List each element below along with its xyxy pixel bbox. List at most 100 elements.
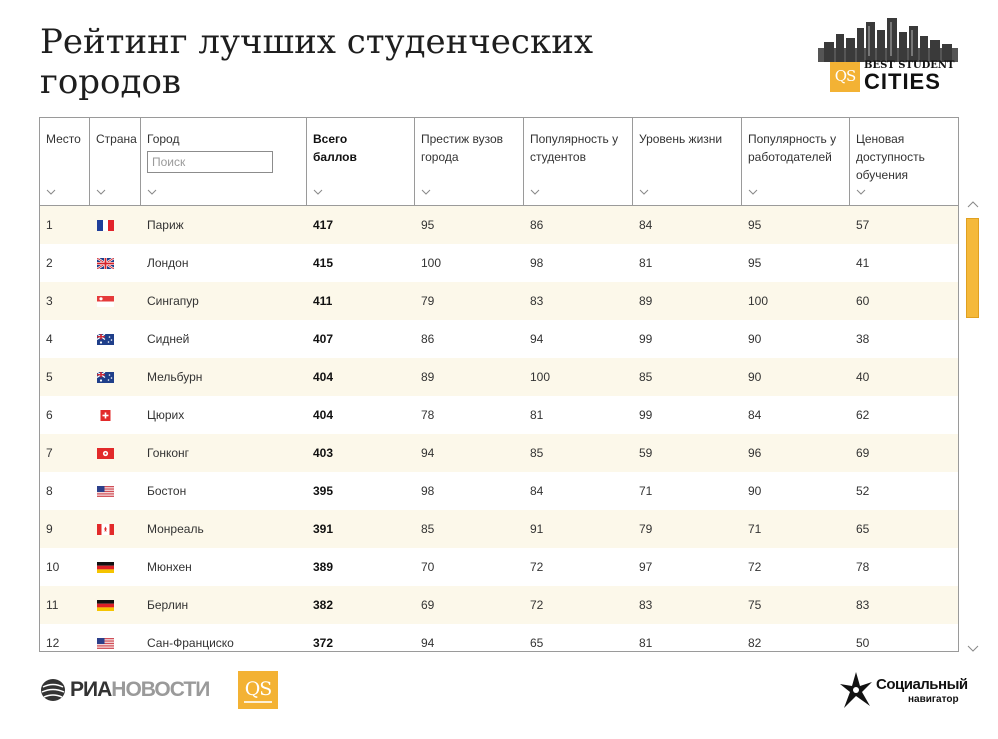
cell-prestige: 100 xyxy=(421,256,442,270)
qs-footer-logo: QS xyxy=(238,671,278,709)
page-title: Рейтинг лучших студенческих городов xyxy=(40,22,594,102)
cell-city: Сан-Франциско xyxy=(147,636,234,650)
flag-germany-icon xyxy=(97,600,114,611)
cell-living: 71 xyxy=(639,484,653,498)
cell-city: Гонконг xyxy=(147,446,190,460)
table-row[interactable]: 9 Монреаль 391 85 91 79 71 65 xyxy=(40,510,958,548)
column-header-employers[interactable]: Популярность у работодателей xyxy=(742,118,850,205)
chevron-down-icon[interactable] xyxy=(147,187,157,197)
cell-popularity: 98 xyxy=(530,256,544,270)
cell-popularity: 81 xyxy=(530,408,544,422)
cell-employers: 95 xyxy=(748,256,762,270)
cell-total: 417 xyxy=(313,218,334,232)
chevron-down-icon[interactable] xyxy=(639,187,649,197)
cell-living: 83 xyxy=(639,598,653,612)
cities-label: CITIES xyxy=(864,69,941,94)
table-row[interactable]: 3 Сингапур 411 79 83 89 100 60 xyxy=(40,282,958,320)
social-navigator-icon xyxy=(840,672,872,708)
table-row[interactable]: 4 Сидней 407 86 94 99 90 38 xyxy=(40,320,958,358)
chevron-down-icon[interactable] xyxy=(96,187,106,197)
cell-total: 407 xyxy=(313,332,334,346)
cell-popularity: 85 xyxy=(530,446,544,460)
cell-place: 4 xyxy=(46,332,53,346)
ria-globe-icon xyxy=(41,679,65,701)
cell-city: Лондон xyxy=(147,256,189,270)
ria-novosti-wordmark: РИАНОВОСТИ xyxy=(70,678,210,701)
cell-employers: 82 xyxy=(748,636,762,650)
cell-total: 372 xyxy=(313,636,334,650)
cell-city: Берлин xyxy=(147,598,189,612)
column-header-total[interactable]: Всего баллов xyxy=(307,118,415,205)
table-row[interactable]: 8 Бостон 395 98 84 71 90 52 xyxy=(40,472,958,510)
chevron-down-icon[interactable] xyxy=(421,187,431,197)
flag-singapore-icon xyxy=(97,296,114,307)
cell-prestige: 86 xyxy=(421,332,435,346)
cell-affordability: 57 xyxy=(856,218,870,232)
cell-popularity: 100 xyxy=(530,370,551,384)
cell-total: 403 xyxy=(313,446,334,460)
cell-living: 79 xyxy=(639,522,653,536)
cell-living: 89 xyxy=(639,294,653,308)
cell-place: 12 xyxy=(46,636,60,650)
chevron-down-icon[interactable] xyxy=(856,187,866,197)
column-header-place[interactable]: Место xyxy=(40,118,90,205)
cell-popularity: 65 xyxy=(530,636,544,650)
cell-popularity: 84 xyxy=(530,484,544,498)
flag-australia-icon xyxy=(97,372,114,383)
table-row[interactable]: 7 Гонконг 403 94 85 59 96 69 xyxy=(40,434,958,472)
cell-place: 3 xyxy=(46,294,53,308)
column-header-affordability[interactable]: Ценовая доступность обучения xyxy=(850,118,958,205)
column-header-city[interactable]: Город xyxy=(141,118,307,205)
column-header-prestige[interactable]: Престиж вузов города xyxy=(415,118,524,205)
cell-total: 395 xyxy=(313,484,334,498)
cell-affordability: 52 xyxy=(856,484,870,498)
cell-prestige: 89 xyxy=(421,370,435,384)
column-header-living[interactable]: Уровень жизни xyxy=(633,118,742,205)
cell-affordability: 83 xyxy=(856,598,870,612)
table-header: Место Страна Город Всего баллов Престиж … xyxy=(40,118,958,206)
cell-place: 10 xyxy=(46,560,60,574)
cell-employers: 100 xyxy=(748,294,769,308)
cell-employers: 72 xyxy=(748,560,762,574)
cell-total: 415 xyxy=(313,256,334,270)
cell-living: 85 xyxy=(639,370,653,384)
scroll-down-icon[interactable] xyxy=(967,643,979,653)
table-row[interactable]: 5 Мельбурн 404 89 100 85 90 40 xyxy=(40,358,958,396)
social-navigator-logo: Социальный навигатор xyxy=(838,670,968,710)
cell-city: Мюнхен xyxy=(147,560,192,574)
cell-city: Сидней xyxy=(147,332,190,346)
cell-place: 7 xyxy=(46,446,53,460)
chevron-down-icon[interactable] xyxy=(748,187,758,197)
table-row[interactable]: 2 Лондон 415 100 98 81 95 41 xyxy=(40,244,958,282)
cell-city: Мельбурн xyxy=(147,370,203,384)
scrollbar-thumb[interactable] xyxy=(966,218,979,318)
table-row[interactable]: 10 Мюнхен 389 70 72 97 72 78 xyxy=(40,548,958,586)
cell-popularity: 83 xyxy=(530,294,544,308)
table-row[interactable]: 11 Берлин 382 69 72 83 75 83 xyxy=(40,586,958,624)
chevron-down-icon[interactable] xyxy=(46,187,56,197)
cell-employers: 75 xyxy=(748,598,762,612)
chevron-down-icon[interactable] xyxy=(530,187,540,197)
chevron-down-icon[interactable] xyxy=(313,187,323,197)
cell-prestige: 78 xyxy=(421,408,435,422)
cell-place: 8 xyxy=(46,484,53,498)
table-row[interactable]: 6 Цюрих 404 78 81 99 84 62 xyxy=(40,396,958,434)
cell-popularity: 91 xyxy=(530,522,544,536)
column-header-country[interactable]: Страна xyxy=(90,118,141,205)
cell-city: Бостон xyxy=(147,484,187,498)
flag-australia-icon xyxy=(97,334,114,345)
column-header-popularity[interactable]: Популярность у студентов xyxy=(524,118,633,205)
table-row[interactable]: 1 Париж 417 95 86 84 95 57 xyxy=(40,206,958,244)
cell-affordability: 69 xyxy=(856,446,870,460)
cell-prestige: 98 xyxy=(421,484,435,498)
cell-employers: 90 xyxy=(748,332,762,346)
cell-total: 391 xyxy=(313,522,334,536)
scroll-up-icon[interactable] xyxy=(967,200,979,210)
cell-place: 6 xyxy=(46,408,53,422)
cell-employers: 96 xyxy=(748,446,762,460)
social-navigator-title: Социальный xyxy=(876,676,968,693)
city-search-input[interactable] xyxy=(147,151,273,173)
cell-prestige: 69 xyxy=(421,598,435,612)
table-row[interactable]: 12 Сан-Франциско 372 94 65 81 82 50 xyxy=(40,624,958,651)
cell-living: 81 xyxy=(639,256,653,270)
